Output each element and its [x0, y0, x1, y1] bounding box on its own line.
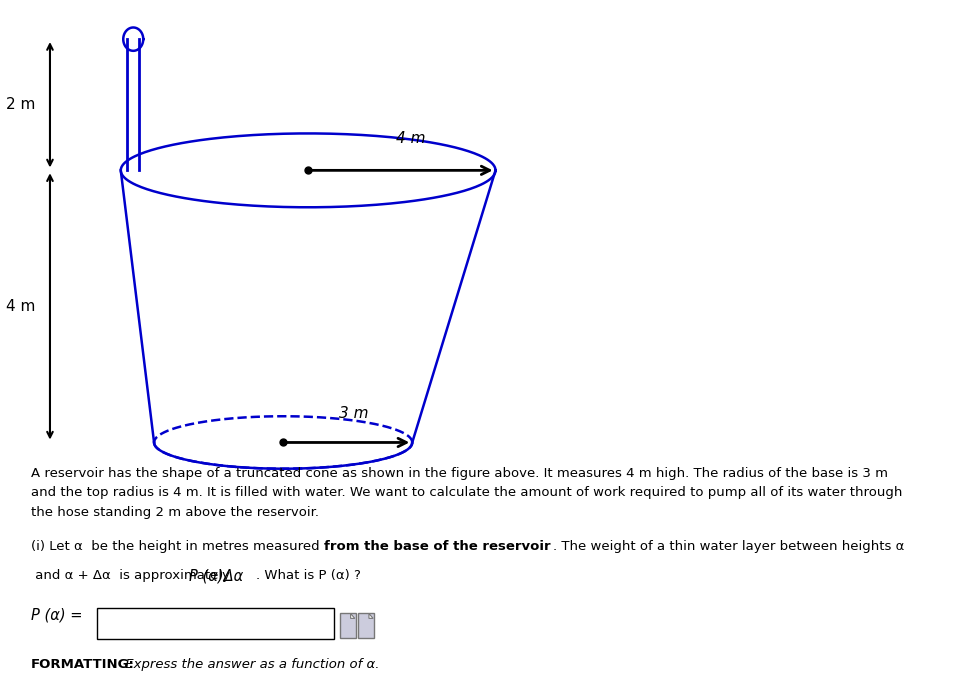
Polygon shape	[369, 614, 373, 619]
Text: (i) Let α  be the height in metres measured: (i) Let α be the height in metres measur…	[31, 539, 324, 553]
Text: P (α)Δα: P (α)Δα	[189, 569, 243, 584]
Text: 4 m: 4 m	[396, 131, 426, 146]
Text: P (α) =: P (α) =	[31, 608, 83, 623]
Text: from the base of the reservoir: from the base of the reservoir	[324, 539, 551, 553]
Text: A reservoir has the shape of a truncated cone as shown in the figure above. It m: A reservoir has the shape of a truncated…	[31, 466, 902, 518]
Text: . What is P (α) ?: . What is P (α) ?	[255, 569, 361, 582]
Polygon shape	[350, 614, 355, 619]
Text: 3 m: 3 m	[340, 406, 369, 421]
Text: . The weight of a thin water layer between heights α: . The weight of a thin water layer betwe…	[553, 539, 904, 553]
Text: Express the answer as a function of α.: Express the answer as a function of α.	[121, 658, 379, 671]
Text: 2 m: 2 m	[6, 97, 36, 112]
FancyBboxPatch shape	[358, 612, 374, 638]
FancyBboxPatch shape	[98, 608, 334, 639]
FancyBboxPatch shape	[340, 612, 355, 638]
Text: FORMATTING:: FORMATTING:	[31, 658, 134, 671]
Text: 4 m: 4 m	[6, 299, 36, 314]
Text: and α + Δα  is approximately: and α + Δα is approximately	[31, 569, 234, 582]
